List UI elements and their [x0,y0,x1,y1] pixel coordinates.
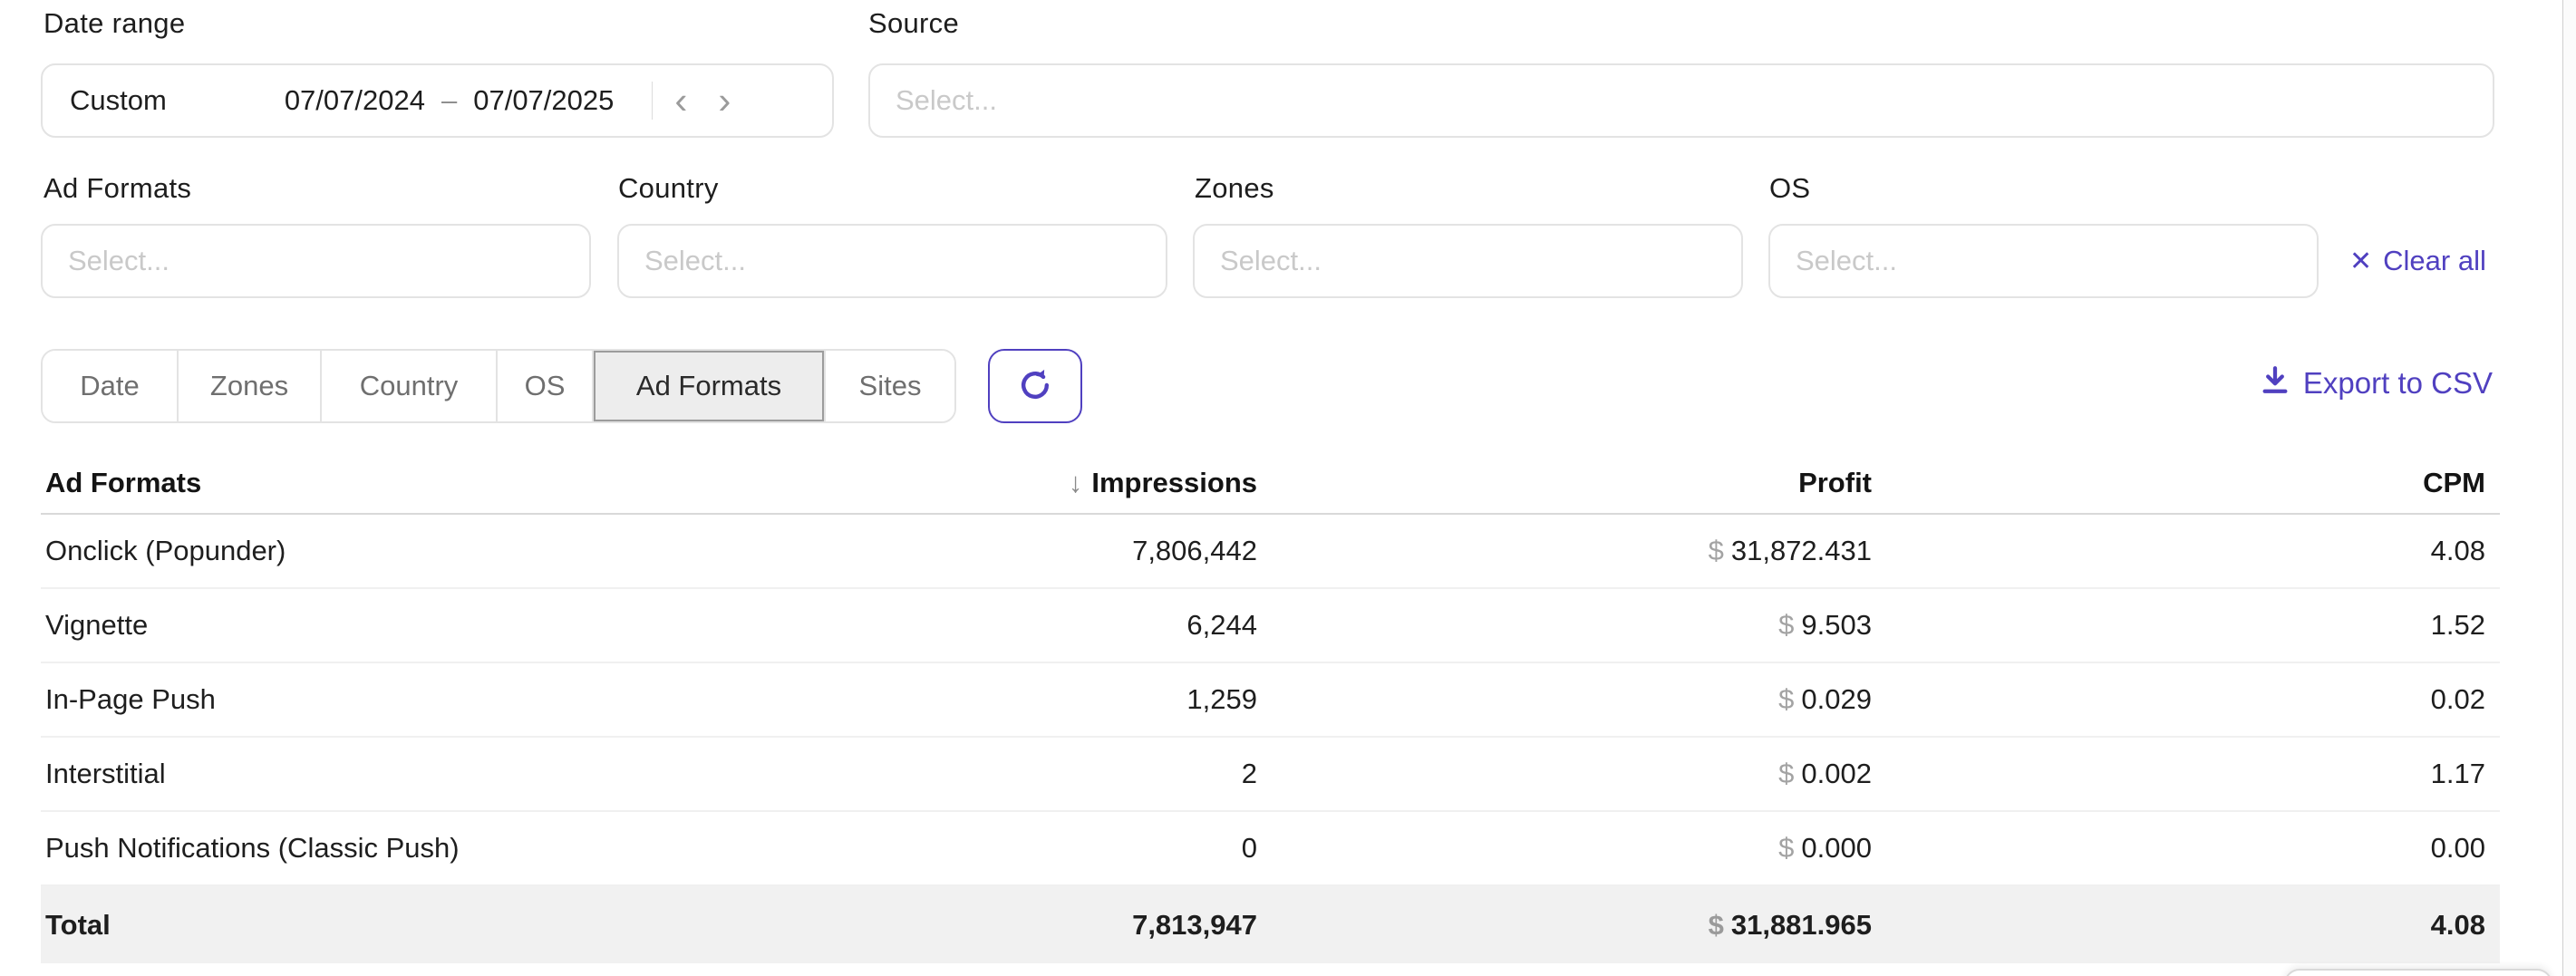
clear-all-label: Clear all [2383,245,2486,276]
table-row: In-Page Push 1,259 $0.029 0.02 [41,663,2500,738]
row-impressions: 6,244 [1186,609,1257,641]
ad-formats-label: Ad Formats [44,172,192,204]
zones-input[interactable] [1195,226,1741,296]
date-range-values[interactable]: 07/07/2024 – 07/07/2025 [285,84,615,117]
date-range-end[interactable]: 07/07/2025 [473,84,615,116]
row-profit: $0.000 [1778,832,1872,864]
tab-ad-formats[interactable]: Ad Formats [594,351,826,421]
source-label: Source [868,7,960,39]
currency-symbol: $ [1778,832,1795,864]
os-label: OS [1769,172,1811,204]
row-name: Vignette [45,609,149,641]
column-header-ad-formats[interactable]: Ad Formats [45,467,202,498]
refresh-button[interactable] [988,349,1082,423]
total-impressions: 7,813,947 [1132,908,1257,941]
date-range-label: Date range [44,7,186,39]
row-cpm: 0.02 [2430,683,2485,715]
clear-all-button[interactable]: ✕ Clear all [2349,245,2486,277]
row-name: Push Notifications (Classic Push) [45,832,460,864]
date-range-separator: – [441,84,458,116]
row-impressions: 1,259 [1186,683,1257,715]
ad-formats-select[interactable] [41,224,591,298]
source-select[interactable] [868,63,2494,138]
currency-symbol: $ [1778,683,1795,715]
os-input[interactable] [1770,226,2317,296]
date-range-preset[interactable]: Custom [70,84,167,116]
floating-widget-partial[interactable] [2284,969,2552,976]
export-csv-button[interactable]: Export to CSV [2260,364,2493,402]
row-profit: $31,872.431 [1708,535,1872,566]
row-name: Onclick (Popunder) [45,535,286,566]
table-row: Push Notifications (Classic Push) 0 $0.0… [41,812,2500,886]
total-cpm: 4.08 [2430,908,2485,941]
ad-formats-table: Ad Formats ↓ Impressions Profit CPM Oncli… [41,453,2500,963]
chevron-left-icon: ‹ [674,79,688,121]
tab-country[interactable]: Country [322,351,498,421]
country-label: Country [618,172,719,204]
table-row: Vignette 6,244 $9.503 1.52 [41,589,2500,663]
row-cpm: 1.52 [2430,609,2485,641]
column-header-impressions[interactable]: ↓ Impressions [1068,467,1257,498]
tab-zones[interactable]: Zones [179,351,322,421]
table-row: Onclick (Popunder) 7,806,442 $31,872.431… [41,515,2500,589]
tab-date[interactable]: Date [43,351,179,421]
row-name: In-Page Push [45,683,216,715]
table-header-row: Ad Formats ↓ Impressions Profit CPM [41,453,2500,515]
currency-symbol: $ [1708,908,1724,941]
row-name: Interstitial [45,758,166,789]
currency-symbol: $ [1778,758,1795,789]
ad-formats-input[interactable] [43,226,589,296]
column-header-profit[interactable]: Profit [1798,467,1872,498]
row-impressions: 7,806,442 [1132,535,1257,566]
currency-symbol: $ [1708,535,1724,566]
vertical-scrollbar[interactable] [2562,0,2576,976]
row-profit: $0.029 [1778,683,1872,715]
date-range-divider [652,82,654,120]
tab-os[interactable]: OS [498,351,594,421]
table-total-row: Total 7,813,947 $31,881.965 4.08 [41,886,2500,963]
chevron-right-icon: › [718,79,731,121]
clear-icon: ✕ [2349,246,2373,276]
currency-symbol: $ [1778,609,1795,641]
row-impressions: 0 [1241,832,1257,864]
export-csv-label: Export to CSV [2302,366,2493,400]
sort-descending-icon: ↓ [1068,467,1083,498]
date-range-control[interactable]: Custom 07/07/2024 – 07/07/2025 ‹ › [41,63,834,138]
row-impressions: 2 [1241,758,1257,789]
download-icon [2260,364,2290,402]
table-row: Interstitial 2 $0.002 1.17 [41,738,2500,812]
zones-select[interactable] [1193,224,1743,298]
country-input[interactable] [619,226,1166,296]
row-cpm: 4.08 [2430,535,2485,566]
date-range-start[interactable]: 07/07/2024 [284,84,425,116]
tab-sites[interactable]: Sites [826,351,954,421]
total-profit: $31,881.965 [1708,908,1872,941]
report-tabs: Date Zones Country OS Ad Formats Sites [41,349,956,423]
row-profit: $9.503 [1778,609,1872,641]
row-cpm: 0.00 [2430,832,2485,864]
os-select[interactable] [1768,224,2319,298]
zones-label: Zones [1195,172,1274,204]
source-input[interactable] [870,65,2493,136]
total-label: Total [45,908,111,941]
date-range-prev-button[interactable]: ‹ [665,82,696,120]
row-cpm: 1.17 [2430,758,2485,789]
row-profit: $0.002 [1778,758,1872,789]
column-header-cpm[interactable]: CPM [2423,467,2485,498]
country-select[interactable] [617,224,1167,298]
refresh-icon [1015,365,1055,408]
date-range-next-button[interactable]: › [709,82,740,120]
